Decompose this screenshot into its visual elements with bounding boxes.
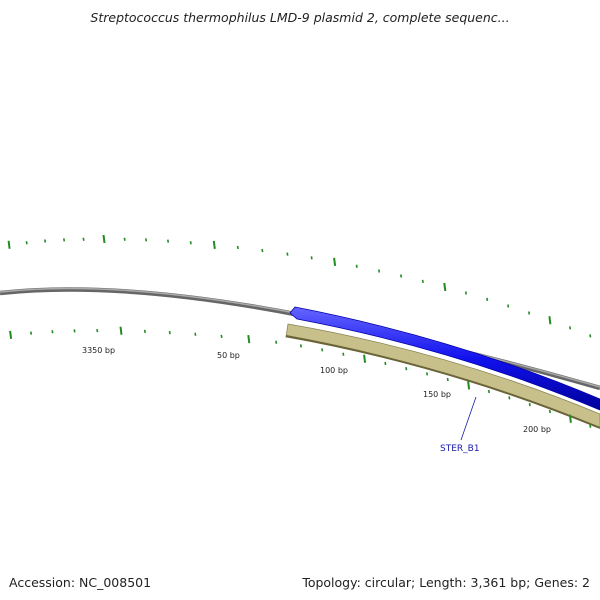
- minor-tick: [342, 352, 345, 356]
- minor-tick: [275, 340, 278, 344]
- minor-tick: [321, 348, 324, 352]
- summary-text: Topology: circular; Length: 3,361 bp; Ge…: [302, 575, 590, 590]
- major-tick: [568, 414, 572, 423]
- major-tick: [443, 282, 447, 292]
- tick-label-100: 100 bp: [320, 366, 348, 375]
- minor-tick: [507, 304, 510, 308]
- accession-text: Accession: NC_008501: [9, 575, 152, 590]
- minor-tick: [405, 366, 408, 371]
- minor-tick: [464, 291, 467, 295]
- minor-tick: [145, 238, 148, 242]
- minor-tick: [123, 237, 126, 241]
- tick-label-150: 150 bp: [423, 390, 451, 399]
- minor-tick: [310, 256, 313, 260]
- major-tick: [7, 240, 11, 249]
- minor-tick: [143, 329, 146, 334]
- map-title: Streptococcus thermophilus LMD-9 plasmid…: [90, 10, 510, 25]
- reverse-gene-edge: [285, 335, 600, 429]
- minor-tick: [569, 326, 572, 330]
- minor-tick: [508, 396, 511, 400]
- minor-tick: [167, 239, 170, 243]
- minor-tick: [487, 389, 490, 394]
- gene-label-leader: [460, 396, 477, 441]
- major-tick: [247, 334, 251, 344]
- major-tick: [9, 330, 13, 340]
- major-tick: [102, 234, 106, 244]
- minor-tick: [400, 274, 403, 278]
- minor-tick: [355, 264, 358, 268]
- minor-tick: [96, 328, 99, 333]
- minor-tick: [528, 402, 531, 407]
- major-tick: [119, 326, 123, 335]
- minor-tick: [30, 331, 33, 335]
- major-tick: [212, 240, 216, 250]
- minor-tick: [384, 361, 387, 366]
- minor-tick: [589, 424, 592, 428]
- minor-tick: [446, 377, 449, 382]
- minor-tick: [286, 252, 289, 256]
- minor-tick: [236, 245, 239, 250]
- minor-tick: [73, 329, 76, 333]
- tick-label-50: 50 bp: [217, 351, 240, 360]
- minor-tick: [44, 239, 47, 243]
- minor-tick: [299, 344, 302, 348]
- outer-tick-ring: [7, 234, 592, 338]
- tick-label-200: 200 bp: [523, 425, 551, 434]
- minor-tick: [220, 334, 223, 339]
- tick-label-3350: 3350 bp: [82, 346, 115, 355]
- major-tick: [363, 354, 367, 363]
- minor-tick: [25, 241, 28, 245]
- minor-tick: [82, 237, 85, 241]
- major-tick: [333, 257, 337, 267]
- minor-tick: [51, 330, 54, 334]
- minor-tick: [486, 297, 489, 302]
- minor-tick: [589, 334, 592, 338]
- major-tick: [548, 316, 552, 325]
- gene-label[interactable]: STER_B1: [440, 444, 480, 454]
- minor-tick: [194, 332, 197, 336]
- minor-tick: [63, 238, 66, 242]
- minor-tick: [426, 372, 429, 376]
- inner-tick-ring: [9, 326, 592, 428]
- minor-tick: [378, 269, 381, 273]
- minor-tick: [261, 248, 264, 253]
- minor-tick: [168, 330, 171, 335]
- minor-tick: [421, 279, 424, 284]
- major-tick: [467, 381, 471, 390]
- minor-tick: [548, 409, 551, 414]
- minor-tick: [189, 241, 192, 245]
- minor-tick: [528, 311, 531, 315]
